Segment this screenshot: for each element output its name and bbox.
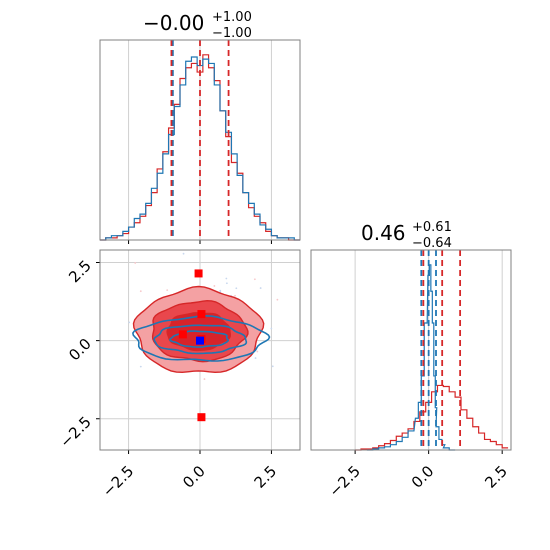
contour-xticks: −2.5 0.0 2.5 — [99, 462, 280, 500]
background-sample-point — [234, 294, 236, 297]
background-sample-point — [235, 287, 238, 290]
background-sample-point — [254, 357, 257, 359]
truth-marker-red — [197, 413, 206, 422]
hist0-title-sub: −1.00 — [212, 26, 252, 41]
histogram-step-blue — [100, 56, 300, 241]
truth-marker-red — [197, 310, 206, 319]
truth-marker-blue — [196, 336, 204, 345]
background-sample-point — [270, 327, 273, 330]
x-tick-label: 0.0 — [179, 462, 209, 492]
x-tick-label: 2.5 — [481, 462, 511, 492]
hist-panel-0: −0.00 +1.00 −1.00 — [99, 10, 301, 244]
hist1-series — [355, 264, 509, 451]
contour-panel: −2.5 0.0 2.5 −2.5 0.0 2.5 — [56, 249, 301, 501]
truth-marker-red — [194, 269, 203, 278]
y-tick-label: 2.5 — [65, 257, 95, 287]
truth-marker-red — [178, 330, 187, 339]
background-sample-point — [271, 365, 274, 368]
background-sample-point — [166, 289, 169, 291]
background-sample-point — [203, 378, 206, 380]
contour-frame — [99, 249, 301, 451]
hist-panel-1: 0.46 +0.61 −0.64 −2.5 0.0 2.5 — [310, 220, 512, 501]
background-sample-point — [128, 321, 131, 324]
hist1-title-sub: −0.64 — [412, 236, 452, 251]
background-sample-point — [225, 277, 228, 280]
contour-blue-level-2 — [153, 324, 248, 355]
hist1-title-main: 0.46 — [361, 221, 406, 245]
histogram-step-blue — [366, 264, 456, 451]
background-sample-point — [253, 278, 256, 281]
x-tick-label: −2.5 — [325, 462, 363, 500]
hist0-title-sup: +1.00 — [212, 10, 252, 25]
histogram-step-red — [355, 384, 509, 451]
x-tick-label: 0.0 — [408, 462, 438, 492]
background-sample-point — [259, 287, 262, 289]
x-tick-label: −2.5 — [99, 462, 137, 500]
background-sample-point — [182, 252, 185, 255]
hist1-xticks: −2.5 0.0 2.5 — [325, 462, 511, 500]
background-sample-point — [139, 365, 142, 368]
contour-blue-levels — [132, 314, 271, 362]
contour-blue-level-3 — [169, 330, 230, 348]
hist1-frame — [310, 249, 512, 451]
background-sample-point — [213, 285, 216, 287]
y-tick-label: 0.0 — [65, 335, 95, 365]
background-sample-point — [225, 282, 228, 285]
hist0-title-main: −0.00 — [143, 11, 204, 35]
contour-yticks: −2.5 0.0 2.5 — [56, 257, 94, 452]
hist1-quantile-lines — [420, 250, 462, 450]
background-sample-point — [256, 350, 259, 353]
contour-blue-level-1 — [132, 314, 271, 362]
hist0-frame — [99, 39, 301, 241]
truth-points — [178, 269, 206, 422]
background-sample-point — [134, 262, 137, 264]
y-tick-label: −2.5 — [56, 413, 94, 451]
background-sample-point — [139, 290, 142, 293]
background-sample-point — [219, 289, 222, 292]
background-sample-point — [276, 298, 279, 301]
hist0-series — [100, 54, 300, 241]
hist0-quantile-lines — [170, 40, 230, 240]
hist1-title-sup: +0.61 — [412, 220, 452, 235]
x-tick-label: 2.5 — [251, 462, 281, 492]
